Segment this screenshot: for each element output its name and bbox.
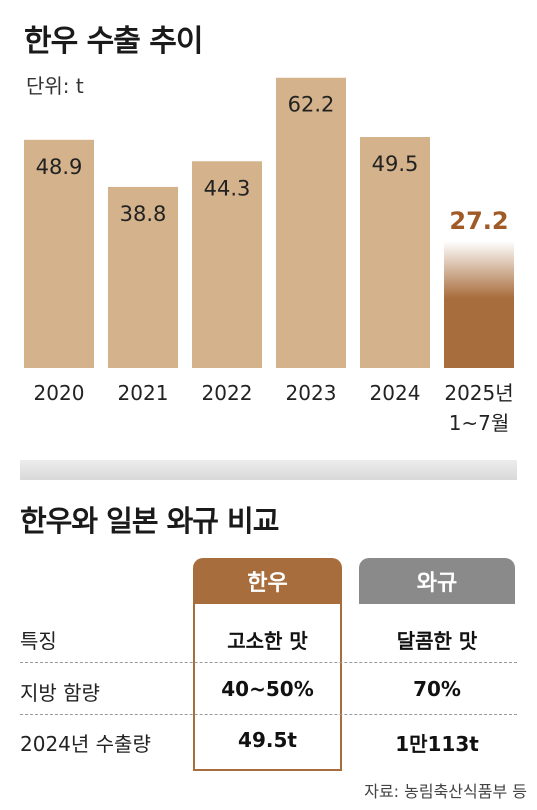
bar-2020 [24, 139, 94, 368]
hanwoo-feature: 고소한 맛 [227, 629, 308, 653]
export-bar-chart: 48.9 2020 38.8 2021 44.3 2022 62.2 2023 49.5 2024… [24, 77, 514, 435]
x-tick-label: 2023 [286, 381, 337, 405]
bar-2025년 [444, 241, 514, 368]
chart-title: 한우 수출 추이 [24, 24, 203, 59]
comparison-title: 한우와 일본 와규 비교 [20, 504, 279, 538]
wagyu-column-header: 와규 [359, 558, 515, 604]
x-tick-label: 2021 [118, 381, 169, 405]
value-label: 38.8 [120, 202, 167, 226]
value-label: 48.9 [36, 155, 83, 179]
x-tick-label: 2024 [370, 381, 421, 405]
x-tick-label: 2020 [34, 381, 85, 405]
value-label: 27.2 [449, 207, 508, 235]
hanwoo-column-header: 한우 [193, 558, 342, 604]
hanwoo-column-frame [193, 601, 342, 771]
bar-2023 [276, 77, 346, 368]
row-label-fat: 지방 함량 [20, 681, 100, 705]
hanwoo-fat: 40~50% [221, 677, 314, 701]
bar-2021 [108, 186, 178, 368]
bar-2024 [360, 137, 430, 368]
value-label: 49.5 [372, 152, 419, 176]
source-note: 자료: 농림축산식품부 등 [364, 782, 527, 801]
row-label-feature: 특징 [20, 629, 57, 653]
wagyu-fat: 70% [413, 677, 461, 701]
section-divider [20, 460, 517, 480]
unit-label: 단위: t [26, 74, 84, 98]
x-tick-label: 2022 [202, 381, 253, 405]
value-label: 62.2 [288, 93, 335, 117]
bar-2022 [192, 161, 262, 368]
value-label: 44.3 [204, 176, 251, 200]
row-label-export-2024: 2024년 수출량 [20, 732, 151, 756]
row-separator [20, 662, 517, 663]
wagyu-feature: 달콤한 맛 [396, 629, 478, 653]
x-tick-label: 1~7월 [449, 411, 510, 435]
row-separator [20, 714, 517, 715]
x-tick-label: 2025년 [444, 381, 513, 405]
hanwoo-export-2024: 49.5t [238, 728, 297, 752]
wagyu-export-2024: 1만113t [395, 732, 479, 756]
